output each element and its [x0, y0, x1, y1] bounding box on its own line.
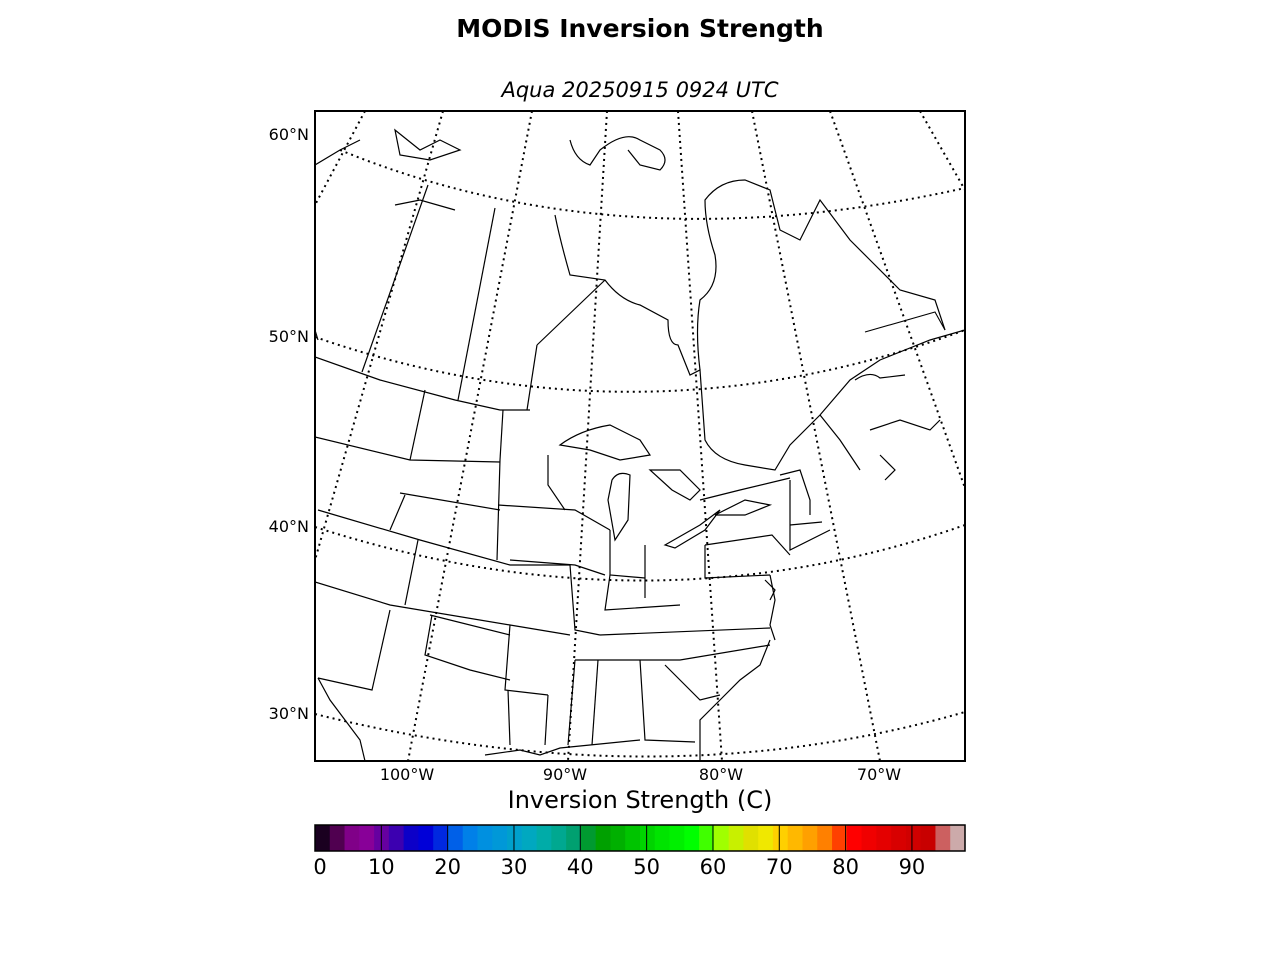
latitude-label-40n: 40°N — [269, 517, 309, 536]
colorbar-swatch — [610, 825, 626, 851]
colorbar-swatch — [832, 825, 848, 851]
colorbar-tick-label: 70 — [765, 855, 793, 879]
province-borders — [864, 311, 946, 333]
colorbar-tick-label: 60 — [699, 855, 727, 879]
colorbar-swatch — [802, 825, 818, 851]
colorbar-swatch — [950, 825, 966, 851]
colorbar-swatch — [713, 825, 730, 851]
map-frame — [314, 110, 966, 762]
colorbar-swatch — [566, 825, 582, 851]
latitude-graticule — [315, 149, 965, 758]
colorbar-tick-label: 0 — [313, 855, 327, 879]
colorbar-tick-label: 40 — [566, 855, 594, 879]
colorbar — [315, 825, 966, 851]
colorbar-tick-label: 50 — [633, 855, 660, 879]
colorbar-swatch — [447, 825, 464, 851]
colorbar-ticks — [314, 825, 913, 851]
latitude-label-30n: 30°N — [269, 704, 309, 723]
colorbar-swatch — [492, 825, 508, 851]
colorbar-swatch — [935, 825, 951, 851]
colorbar-swatch — [861, 825, 877, 851]
longitude-label-80w: 80°W — [699, 765, 743, 784]
colorbar-swatch — [388, 825, 405, 851]
longitude-label-70w: 70°W — [857, 765, 901, 784]
colorbar-tick-label: 10 — [367, 855, 395, 879]
longitude-label-90w: 90°W — [543, 765, 587, 784]
colorbar-title: Inversion Strength (C) — [507, 786, 773, 814]
colorbar-swatch — [462, 825, 479, 851]
colorbar-tick-label: 20 — [434, 855, 462, 879]
latitude-label-50n: 50°N — [269, 327, 309, 346]
colorbar-swatch — [772, 825, 789, 851]
colorbar-tick-label: 80 — [832, 855, 859, 879]
colorbar-swatch — [728, 825, 745, 851]
colorbar-tick-label: 90 — [898, 855, 926, 879]
map-content — [315, 111, 965, 761]
colorbar-swatch — [920, 825, 937, 851]
colorbar-swatch — [551, 825, 567, 851]
colorbar-swatch — [876, 825, 892, 851]
colorbar-swatch — [536, 825, 552, 851]
colorbar-swatch — [891, 825, 907, 851]
colorbar-swatch — [699, 825, 715, 851]
colorbar-swatch — [433, 825, 449, 851]
colorbar-swatch — [477, 825, 493, 851]
colorbar-swatch — [640, 825, 656, 851]
coastlines-and-borders — [315, 128, 965, 761]
colorbar-swatch — [595, 825, 612, 851]
colorbar-swatch — [625, 825, 641, 851]
colorbar-swatch — [684, 825, 700, 851]
figure-title: MODIS Inversion Strength — [456, 14, 824, 43]
colorbar-swatch — [418, 825, 434, 851]
colorbar-swatch — [905, 825, 922, 851]
latitude-label-60n: 60°N — [269, 125, 309, 144]
figure-subtitle: Aqua 20250915 0924 UTC — [501, 78, 779, 102]
longitude-label-100w: 100°W — [380, 765, 435, 784]
colorbar-swatch — [669, 825, 685, 851]
colorbar-swatch — [817, 825, 833, 851]
colorbar-swatch — [580, 825, 597, 851]
colorbar-swatch — [654, 825, 671, 851]
colorbar-swatch — [758, 825, 774, 851]
colorbar-swatch — [329, 825, 346, 851]
colorbar-tick-label: 30 — [500, 855, 528, 879]
colorbar-swatch — [743, 825, 759, 851]
colorbar-swatch — [521, 825, 538, 851]
colorbar-swatch — [403, 825, 420, 851]
colorbar-swatch — [787, 825, 804, 851]
longitude-graticule — [315, 111, 965, 761]
colorbar-swatch — [359, 825, 375, 851]
colorbar-swatch — [507, 825, 523, 851]
colorbar-swatch — [846, 825, 863, 851]
colorbar-swatch — [315, 825, 331, 851]
colorbar-swatch — [344, 825, 360, 851]
